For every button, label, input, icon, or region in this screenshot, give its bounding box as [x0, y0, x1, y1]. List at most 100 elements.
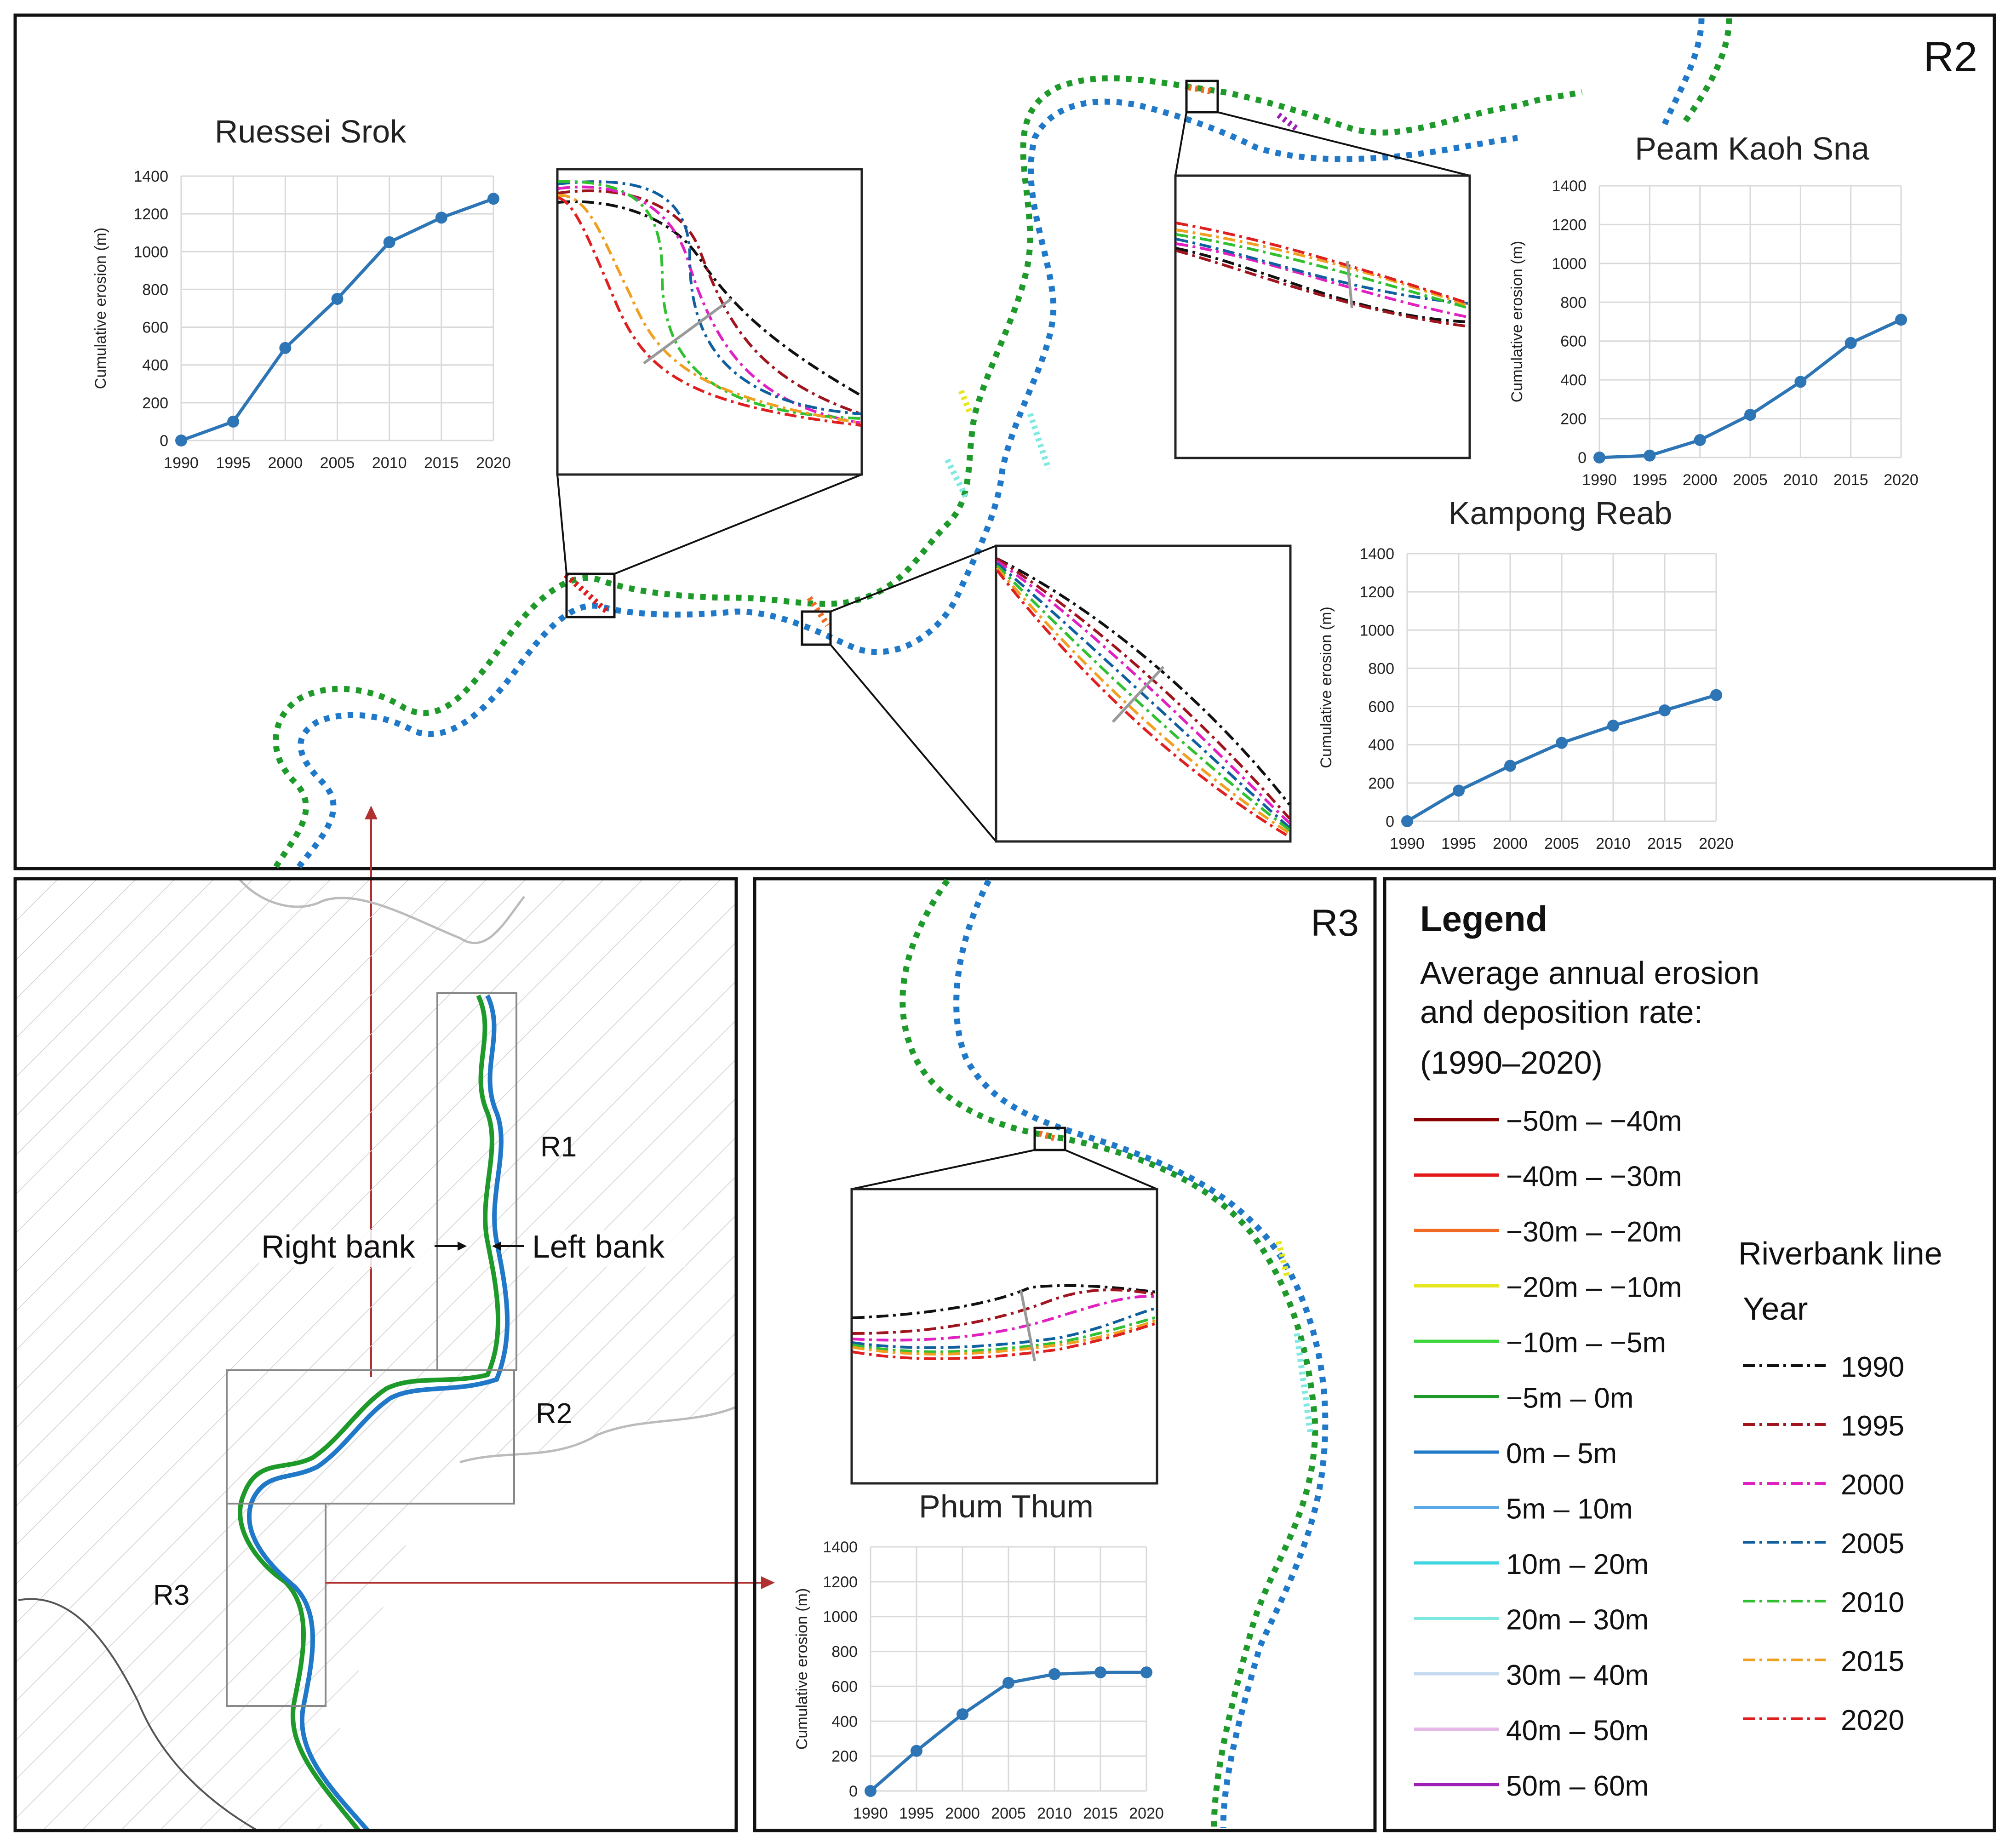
inset-peam-kaoh-sna [1174, 174, 1471, 459]
transect-line [1346, 261, 1353, 309]
r3-right-bank [899, 879, 1318, 1828]
legend-rate-label: 10m – 20m [1506, 1549, 1649, 1580]
transect-line [1020, 1290, 1036, 1362]
y-tick-label: 0 [1578, 449, 1587, 467]
legend-year-label: 2010 [1841, 1587, 1904, 1619]
bankline-2005 [852, 1307, 1157, 1349]
transect-line [643, 298, 732, 365]
legend-subtitle-1: Average annual erosion [1420, 955, 1759, 991]
overview-frame [13, 877, 738, 1832]
data-point [865, 1785, 876, 1797]
data-point [1140, 1666, 1152, 1679]
zoom-line [1065, 1149, 1157, 1190]
bankline-2015 [558, 194, 861, 424]
x-tick-label: 1990 [1390, 835, 1425, 852]
label-backdrop [529, 1230, 685, 1267]
r3-left-bank [953, 879, 1329, 1828]
legend-rate-label: −40m – −30m [1506, 1161, 1682, 1193]
rate-legend: −50m – −40m −40m – −30m −30m – −20m −20m – … [1414, 1105, 1682, 1802]
x-tick-label: 2010 [1037, 1805, 1072, 1822]
y-tick-label: 600 [1560, 333, 1587, 350]
panel-r3-label: R3 [1311, 902, 1359, 944]
panel-r3: R3 [753, 877, 1377, 1832]
y-tick-label: 1400 [1552, 177, 1587, 195]
r2-right-bank [273, 75, 1583, 869]
reach-box-r2 [226, 1369, 515, 1505]
y-tick-label: 600 [831, 1678, 858, 1695]
bankline-2015 [852, 1319, 1157, 1356]
legend-subtitle-2: and deposition rate: [1420, 994, 1703, 1030]
r2-upper-bank-b [1680, 18, 1732, 126]
legend-rate-label: −5m – 0m [1506, 1383, 1633, 1414]
r3-erosion-segment [1275, 1241, 1291, 1279]
bankline-1995 [1176, 249, 1469, 328]
bankline-1995 [852, 1288, 1157, 1335]
y-tick-label: 1200 [1359, 584, 1394, 601]
data-point [1094, 1666, 1106, 1679]
bankline-2000 [996, 560, 1291, 824]
data-point [1710, 689, 1722, 701]
zoom-line [851, 1149, 1035, 1190]
zoom-line [830, 644, 997, 842]
legend-rate-label: 40m – 50m [1506, 1715, 1649, 1747]
boundary-line [18, 1598, 258, 1831]
chart-ruessei-srok: 0 200 400 600 800 1000 1200 1400 1990 1995 2000 200… [92, 114, 511, 472]
legend-year-label: 2000 [1841, 1469, 1904, 1501]
data-point [383, 236, 395, 248]
y-tick-label: 1400 [823, 1539, 858, 1556]
legend-title: Legend [1420, 898, 1547, 939]
x-tick-label: 2005 [991, 1805, 1026, 1822]
legend-year-label: 1990 [1841, 1351, 1904, 1383]
legend-year-label: 2020 [1841, 1705, 1904, 1736]
legend-year-label: 2015 [1841, 1646, 1904, 1677]
bankline-2020 [852, 1322, 1157, 1360]
inset-frame [850, 1188, 1158, 1485]
bankline-1995 [996, 557, 1291, 819]
x-tick-label: 2020 [476, 454, 511, 472]
y-tick-label: 1000 [133, 243, 168, 261]
data-point [911, 1745, 922, 1757]
y-tick-label: 1400 [133, 168, 168, 185]
chart-title: Peam Kaoh Sna [1635, 131, 1869, 166]
zoom-line [614, 474, 862, 575]
data-point [1401, 815, 1413, 827]
bankline-2000 [852, 1295, 1157, 1342]
data-point [1556, 737, 1568, 749]
bankline-2010 [558, 180, 861, 420]
y-tick-label: 1000 [1359, 622, 1394, 639]
y-tick-label: 400 [831, 1713, 858, 1730]
data-point [1607, 720, 1619, 732]
r2-zoom-indicators [556, 80, 1470, 842]
x-tick-label: 1990 [1582, 471, 1617, 489]
inset-frame [1174, 174, 1471, 459]
x-tick-label: 2000 [268, 454, 303, 472]
arrow-head-icon [492, 1242, 501, 1251]
data-point [1593, 452, 1605, 463]
legend-rate-label: −20m – −10m [1506, 1272, 1682, 1304]
y-tick-label: 0 [849, 1783, 858, 1800]
x-tick-label: 1995 [1633, 471, 1667, 489]
legend-period: (1990–2020) [1420, 1045, 1603, 1081]
left-bank-label: Left bank [532, 1229, 665, 1264]
y-tick-label: 800 [142, 281, 168, 298]
year-legend: 1990 1995 2000 2005 2010 2015 2020 [1743, 1351, 1904, 1736]
inset-kampong-reab [995, 544, 1292, 843]
x-tick-label: 1990 [164, 454, 199, 472]
x-tick-label: 2005 [1544, 835, 1579, 852]
y-tick-label: 200 [831, 1748, 858, 1765]
arrow-head-icon [761, 1576, 775, 1589]
x-tick-label: 2010 [372, 454, 407, 472]
bank-line-title: Riverbank line [1738, 1236, 1942, 1271]
reach-label-r2: R2 [536, 1398, 572, 1430]
reach-label-r3: R3 [153, 1579, 189, 1611]
y-tick-label: 0 [160, 432, 168, 450]
chart-title: Kampong Reab [1449, 495, 1672, 531]
reach-box-r3 [226, 1503, 327, 1707]
r3-deposition-segment [1294, 1333, 1314, 1435]
y-tick-label: 1200 [1552, 216, 1587, 234]
panel-r3-frame [753, 877, 1377, 1832]
legend-rate-label: 20m – 30m [1506, 1604, 1649, 1636]
x-tick-label: 2000 [945, 1805, 980, 1822]
y-tick-label: 200 [142, 395, 168, 412]
